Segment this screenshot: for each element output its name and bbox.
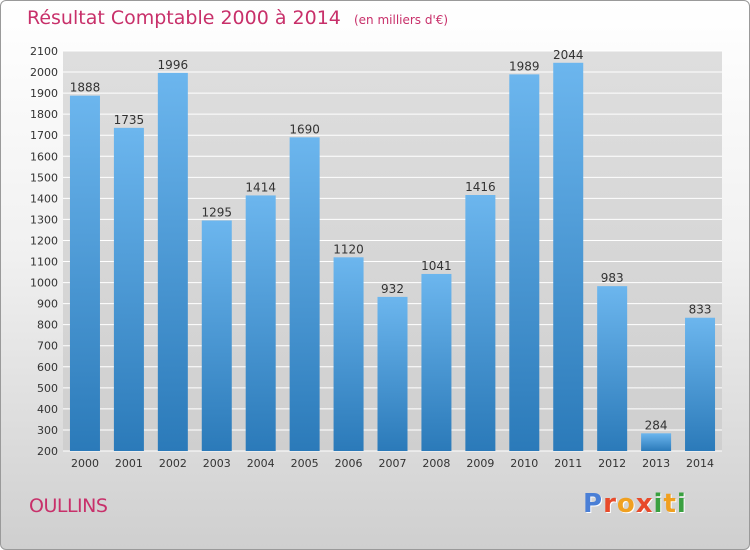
x-tick-label-2002: 2002 <box>159 457 187 470</box>
data-label-2000: 1888 <box>70 81 101 95</box>
bar-2003 <box>201 220 232 451</box>
x-tick-label-2012: 2012 <box>598 457 626 470</box>
logo-letter: t <box>663 489 677 519</box>
y-tick-label: 500 <box>37 382 58 395</box>
x-tick-label-2007: 2007 <box>379 457 407 470</box>
data-label-2009: 1416 <box>465 180 496 194</box>
bar-2002 <box>157 72 188 451</box>
y-tick-label: 2000 <box>30 66 58 79</box>
bar-2009 <box>465 195 496 451</box>
logo-letter: r <box>603 489 617 519</box>
x-tick-label-2014: 2014 <box>686 457 714 470</box>
logo-letter: i <box>653 489 664 519</box>
data-label-2010: 1989 <box>509 59 540 73</box>
bar-2012 <box>597 286 628 451</box>
x-tick-label-2009: 2009 <box>466 457 494 470</box>
data-label-2008: 1041 <box>421 259 452 273</box>
logo-letter: o <box>616 489 636 519</box>
y-tick-label: 1500 <box>30 171 58 184</box>
x-tick-label-2000: 2000 <box>71 457 99 470</box>
bar-2011 <box>553 62 584 451</box>
bar-2008 <box>421 273 452 451</box>
x-tick-label-2006: 2006 <box>335 457 363 470</box>
data-label-2011: 2044 <box>553 48 584 62</box>
x-axis-ticks: 2000 2001 2002 2003 2004 2005 2006 2007 2008 2009… <box>71 457 714 470</box>
y-tick-label: 1100 <box>30 256 58 269</box>
bar-2001 <box>113 127 144 451</box>
logo-letter: i <box>676 489 687 519</box>
data-label-2007: 932 <box>381 282 404 296</box>
x-tick-label-2001: 2001 <box>115 457 143 470</box>
y-tick-label: 1600 <box>30 150 58 163</box>
chart-subtitle: (en milliers d'€) <box>353 13 449 27</box>
bar-2007 <box>377 296 408 451</box>
data-label-2005: 1690 <box>289 122 320 136</box>
bars <box>69 62 716 452</box>
city-name: OULLINS <box>29 495 108 517</box>
data-label-2001: 1735 <box>114 113 145 127</box>
bar-2014 <box>685 317 716 451</box>
bar-2005 <box>289 137 320 451</box>
proxiti-logo[interactable]: Proxiti <box>583 489 687 519</box>
logo-letter: P <box>583 489 604 519</box>
data-label-2002: 1996 <box>158 58 189 72</box>
data-labels: 1888 1735 1996 1295 1414 1690 1120 932 1041 1416 1… <box>70 48 712 433</box>
x-tick-label-2003: 2003 <box>203 457 231 470</box>
y-tick-label: 1400 <box>30 192 58 205</box>
logo-letter: x <box>635 489 654 519</box>
x-tick-label-2010: 2010 <box>510 457 538 470</box>
bar-2000 <box>69 95 100 451</box>
bar-2004 <box>245 195 276 451</box>
x-tick-label-2008: 2008 <box>422 457 450 470</box>
y-tick-label: 1900 <box>30 87 58 100</box>
data-label-2004: 1414 <box>245 180 276 194</box>
y-tick-label: 300 <box>37 424 58 437</box>
chart-title: Résultat Comptable 2000 à 2014 <box>27 7 341 29</box>
data-label-2012: 983 <box>601 271 624 285</box>
title-row: Résultat Comptable 2000 à 2014 (en milli… <box>27 7 448 29</box>
y-tick-label: 900 <box>37 298 58 311</box>
y-tick-label: 2100 <box>30 45 58 58</box>
x-tick-label-2005: 2005 <box>291 457 319 470</box>
bar-2006 <box>333 257 364 451</box>
y-tick-label: 1800 <box>30 108 58 121</box>
y-tick-label: 1700 <box>30 129 58 142</box>
y-tick-label: 1200 <box>30 234 58 247</box>
y-tick-label: 1300 <box>30 213 58 226</box>
data-label-2006: 1120 <box>333 242 364 256</box>
x-tick-label-2013: 2013 <box>642 457 670 470</box>
y-tick-label: 1000 <box>30 277 58 290</box>
x-tick-label-2004: 2004 <box>247 457 275 470</box>
data-label-2003: 1295 <box>201 205 232 219</box>
y-tick-label: 200 <box>37 445 58 458</box>
y-tick-label: 800 <box>37 319 58 332</box>
data-label-2013: 284 <box>645 418 668 432</box>
y-tick-label: 400 <box>37 403 58 416</box>
y-tick-label: 700 <box>37 340 58 353</box>
bar-2010 <box>509 74 540 452</box>
x-tick-label-2011: 2011 <box>554 457 582 470</box>
bar-2013 <box>641 433 672 451</box>
y-tick-label: 600 <box>37 361 58 374</box>
y-axis-ticks: 200 300 400 500 600 700 800 900 1000 1100 1200 1300… <box>30 45 58 458</box>
data-label-2014: 833 <box>689 303 712 317</box>
